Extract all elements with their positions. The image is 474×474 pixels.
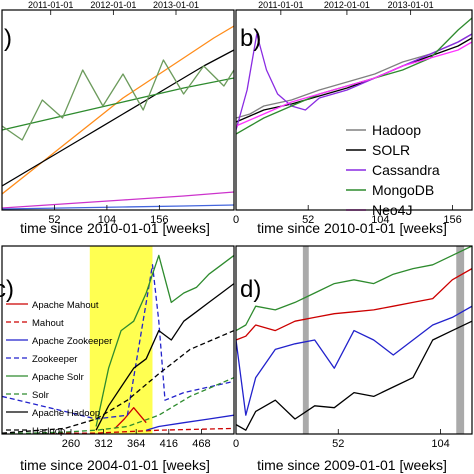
- panel-a-x-tick-label-1: 104: [98, 214, 116, 226]
- panel-a-x-tick-label-0: 52: [48, 214, 60, 226]
- legend-apache-hadoop-label: Apache Hadoop: [32, 408, 100, 419]
- panel-b-legend: Hadoop SOLR Cassandra MongoDB Neo4J: [346, 122, 440, 218]
- panel-c-series-line-0: [114, 407, 147, 429]
- panel-a-frame: [1, 9, 235, 211]
- panel-b-x-tick-label-0: 0: [233, 214, 239, 226]
- panel-d-gray-band-0: [302, 246, 309, 434]
- legend-cassandra-label: Cassandra: [372, 162, 440, 178]
- panel-c-legend: Apache Mahout Mahout Apache Zookeeper Zo…: [6, 300, 112, 437]
- legend-zookeeper-label: Zookeeper: [32, 354, 77, 365]
- panel-d-label: d): [240, 276, 261, 303]
- panel-d: d) time since 2009-01-01 [weeks] 0 52 104: [233, 245, 473, 473]
- panel-a-top-tick-label-2: 2013-01-01: [153, 0, 199, 10]
- panel-c-x-tick-label-0: 260: [62, 438, 80, 450]
- panel-b-series-line-1: [236, 37, 472, 123]
- panel-a-label: ): [4, 25, 12, 52]
- panel-d-series-line-3: [236, 320, 472, 431]
- panel-c-frame: [1, 245, 235, 435]
- panel-a-x-tick-label-2: 156: [150, 214, 168, 226]
- panel-d-x-tick-label-0: 0: [233, 438, 239, 450]
- panel-c-label: c): [0, 276, 14, 303]
- panel-c-series-line-4: [95, 254, 234, 427]
- legend-apache-mahout-label: Apache Mahout: [32, 300, 99, 311]
- panel-c-series-line-5: [2, 377, 234, 434]
- legend-solr-label: SOLR: [372, 142, 410, 158]
- panel-c-xlabel: time since 2004-01-01 [weeks]: [20, 457, 210, 473]
- panel-b-top-tick-label-2: 2013-01-01: [388, 0, 434, 10]
- panel-c-series-line-2: [146, 414, 234, 431]
- panel-a-series-line-4: [2, 191, 234, 209]
- legend-hadoop-dashed-label: Hadoop: [32, 426, 65, 437]
- panel-c-x-tick-label-3: 416: [160, 438, 178, 450]
- panel-c-x-tick-label-2: 364: [127, 438, 145, 450]
- panel-b-top-tick-label-1: 2012-01-01: [324, 0, 370, 10]
- panel-a-series-line-5: [2, 204, 234, 210]
- legend-mongodb-label: MongoDB: [372, 182, 434, 198]
- panel-b-x-tick-label-1: 52: [302, 214, 314, 226]
- legend-solr-dashed-label: Solr: [32, 390, 49, 401]
- panel-a-series-line-3: [2, 59, 234, 141]
- panel-d-x-tick-label-2: 104: [431, 438, 449, 450]
- legend-apache-solr-label: Apache Solr: [32, 372, 84, 383]
- panel-a: ) time since 2010-01-01 [weeks] 52 104 156…: [1, 0, 235, 236]
- panel-c-x-tick-label-1: 312: [94, 438, 112, 450]
- panel-d-xlabel: time since 2009-01-01 [weeks]: [257, 457, 447, 473]
- legend-mahout-label: Mahout: [32, 318, 64, 329]
- panel-b-label: b): [240, 25, 261, 52]
- panel-a-xlabel: time since 2010-01-01 [weeks]: [20, 220, 210, 236]
- panel-b-xlabel: time since 2010-01-01 [weeks]: [257, 220, 447, 236]
- panel-b-frame: [235, 9, 473, 211]
- panel-c-series-line-1: [2, 427, 234, 434]
- panel-c-series-line-7: [2, 330, 234, 434]
- panel-c: c) time since 2004-01-01 [weeks] Apache …: [0, 245, 235, 473]
- panel-d-series-line-1: [236, 268, 472, 341]
- panel-d-gray-band-1: [456, 246, 465, 434]
- panel-c-series-line-6: [95, 283, 234, 431]
- panel-d-frame: [235, 245, 473, 435]
- panel-c-x-tick-label-4: 468: [192, 438, 210, 450]
- panel-b: b) time since 2010-01-01 [weeks] Hadoop …: [233, 0, 473, 236]
- panel-b-top-tick-label-0: 2011-01-01: [258, 0, 303, 10]
- panel-c-highlight-band: [89, 246, 153, 434]
- panel-b-x-tick-label-3: 156: [443, 214, 461, 226]
- panel-a-top-tick-label-0: 2011-01-01: [28, 0, 73, 10]
- panel-d-series-line-0: [236, 246, 472, 332]
- legend-apache-zookeeper-label: Apache Zookeeper: [32, 336, 112, 347]
- panel-b-series-line-4: [236, 41, 472, 127]
- panel-b-series-line-2: [236, 33, 472, 131]
- panel-d-series-line-2: [236, 305, 472, 416]
- panel-d-x-tick-label-1: 52: [332, 438, 344, 450]
- legend-hadoop-label: Hadoop: [372, 122, 421, 138]
- panel-c-series-line-3: [2, 264, 234, 420]
- panel-a-top-tick-label-1: 2012-01-01: [90, 0, 136, 10]
- panel-b-x-tick-label-2: 104: [371, 214, 389, 226]
- panel-a-series-line-2: [2, 77, 234, 131]
